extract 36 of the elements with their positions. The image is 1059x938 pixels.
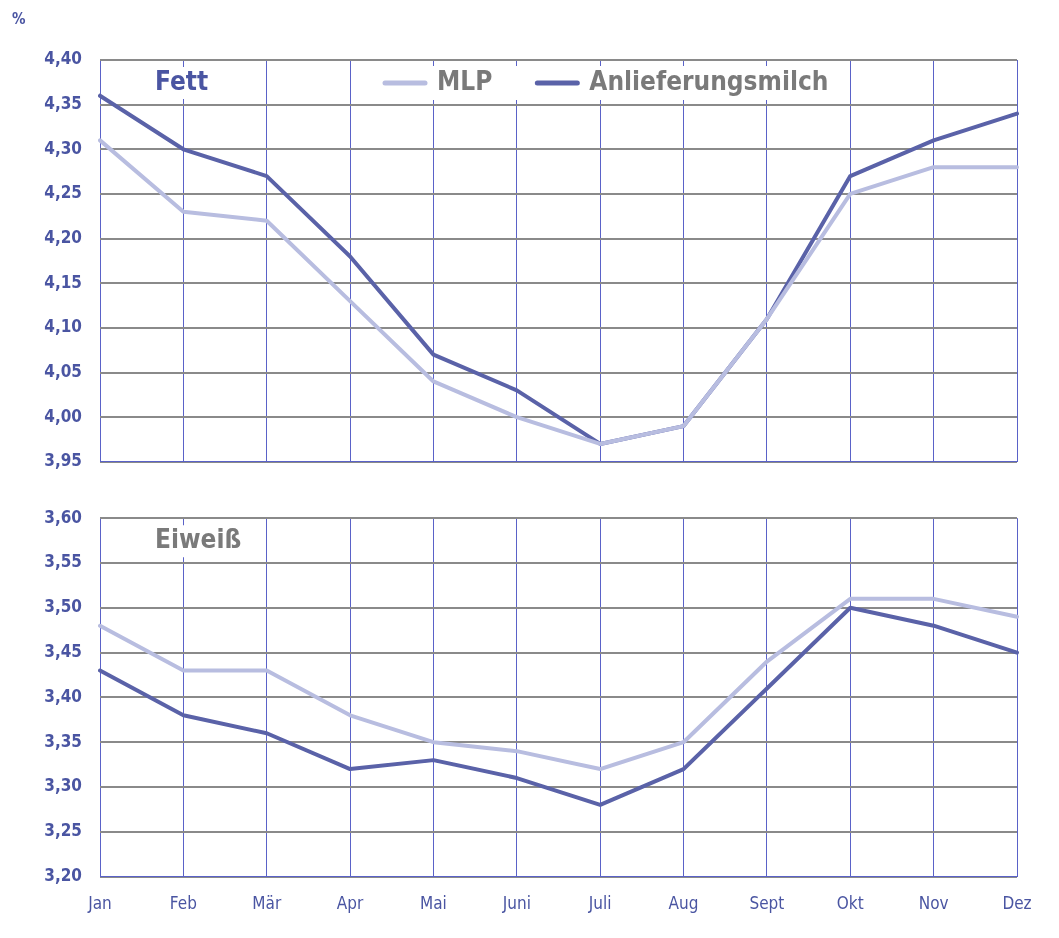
x-tick-label: Feb <box>169 893 197 914</box>
y-tick-label: 3,20 <box>44 865 82 886</box>
y-tick-label: 4,10 <box>44 316 82 337</box>
x-tick-label: Mai <box>420 893 447 914</box>
y-tick-label: 3,95 <box>44 450 82 471</box>
x-tick-label: Apr <box>336 893 365 914</box>
x-tick-label: Sept <box>749 893 785 914</box>
y-tick-label: 3,55 <box>44 551 82 572</box>
y-tick-label: 3,30 <box>44 775 82 796</box>
x-tick-label: Juni <box>501 893 531 914</box>
x-tick-label: Dez <box>1002 893 1032 914</box>
y-tick-label: 3,45 <box>44 641 82 662</box>
y-tick-label: 4,30 <box>44 137 82 158</box>
x-tick-label: Jan <box>87 893 112 914</box>
chart-title: Fett <box>155 65 209 96</box>
x-tick-label: Mär <box>252 893 282 914</box>
y-tick-label: 3,60 <box>44 506 82 527</box>
y-tick-label: 4,05 <box>44 360 82 381</box>
x-tick-label: Nov <box>918 893 949 914</box>
y-tick-label: 4,00 <box>44 405 82 426</box>
y-tick-label: 3,35 <box>44 730 82 751</box>
y-tick-label: 4,15 <box>44 271 82 292</box>
legend-label: MLP <box>437 65 493 96</box>
x-tick-label: Aug <box>668 893 699 914</box>
x-tick-label: Okt <box>836 893 864 914</box>
y-tick-label: 3,25 <box>44 820 82 841</box>
y-tick-label: 4,25 <box>44 182 82 203</box>
y-tick-label: 4,20 <box>44 227 82 247</box>
y-tick-label: 4,35 <box>44 93 82 114</box>
chart-title: Eiweiß <box>155 523 242 554</box>
legend-label: Anlieferungsmilch <box>589 65 829 96</box>
y-tick-label: 3,40 <box>44 685 82 706</box>
y-axis-title: % <box>12 9 26 28</box>
y-tick-label: 4,40 <box>44 48 82 69</box>
x-tick-label: Juli <box>587 893 612 914</box>
y-tick-label: 3,50 <box>44 596 82 617</box>
